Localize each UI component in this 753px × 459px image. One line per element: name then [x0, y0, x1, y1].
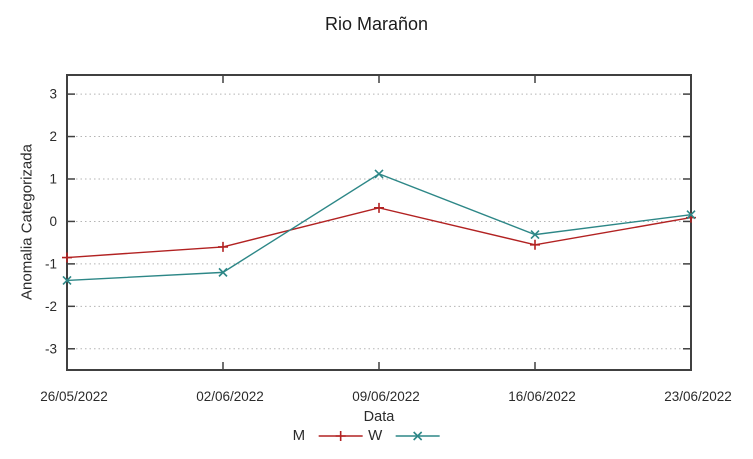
plus-marker-M: [374, 202, 384, 213]
plus-marker-M: [62, 252, 72, 263]
cross-marker-W: [218, 267, 228, 277]
y-tick-label: 3: [49, 87, 57, 102]
legend-sample-plus-icon: [318, 430, 363, 441]
x-tick-label: 26/05/2022: [40, 389, 108, 404]
y-tick-label: -3: [45, 341, 57, 356]
series-line-W: [66, 173, 692, 282]
cross-marker-W: [686, 210, 696, 220]
legend-sample-marker: [412, 430, 422, 441]
legend-label-W: W: [368, 427, 383, 444]
cross-marker-W: [530, 230, 540, 240]
legend-item-W: W: [368, 427, 440, 444]
chart-title: Rio Marañon: [324, 14, 429, 34]
y-tick-label: 1: [49, 171, 57, 186]
x-tick-label: 09/06/2022: [352, 389, 420, 404]
plus-marker-M: [218, 241, 228, 252]
legend-sample-marker: [335, 430, 346, 441]
y-tick-label: -1: [45, 256, 57, 271]
legend-label-M: M: [292, 427, 306, 444]
cross-marker-W: [62, 275, 72, 286]
x-tick-label: 23/06/2022: [664, 389, 732, 404]
y-tick-label: -2: [45, 299, 57, 314]
x-tick-label: 16/06/2022: [508, 389, 576, 404]
cross-marker-W: [374, 169, 384, 179]
plot-border: [66, 74, 692, 371]
plus-marker-M: [530, 239, 540, 250]
legend-item-M: M: [293, 427, 364, 444]
x-axis-label: Data: [363, 409, 395, 425]
x-tick-label: 02/06/2022: [196, 389, 264, 404]
y-tick-label: 0: [49, 214, 57, 229]
legend-sample-cross-icon: [395, 430, 440, 441]
y-tick-label: 2: [49, 129, 57, 144]
series-line-M: [66, 207, 692, 259]
